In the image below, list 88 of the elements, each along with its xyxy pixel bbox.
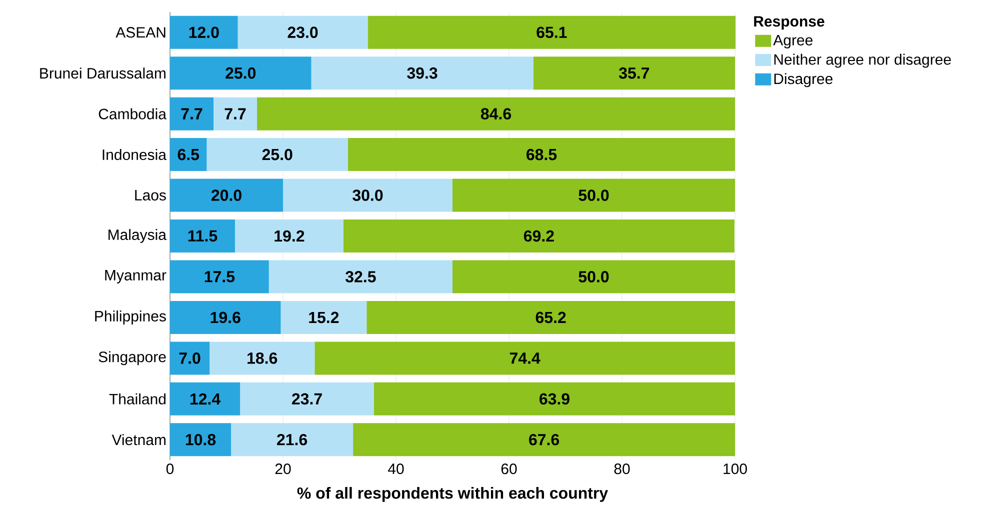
data-label: 23.7 (292, 393, 322, 405)
data-label: 63.9 (540, 393, 570, 405)
bar (452, 178, 736, 212)
y-tick-label: Thailand (109, 393, 166, 404)
data-label: 12.0 (189, 26, 219, 38)
bar (240, 382, 374, 416)
x-tick-label: 20 (275, 464, 291, 474)
bar (170, 178, 284, 212)
data-label: 17.5 (204, 271, 235, 282)
bar (311, 56, 534, 90)
bar (170, 16, 238, 49)
data-label: 19.2 (274, 230, 304, 242)
data-label: 84.6 (480, 108, 512, 120)
data-label: 35.7 (618, 67, 650, 79)
x-tick-label: 100 (724, 464, 747, 474)
bar (268, 260, 453, 294)
data-label: 68.5 (526, 148, 557, 160)
x-tick-label: 40 (388, 464, 404, 474)
bar (238, 16, 368, 49)
y-tick-label: Cambodia (98, 108, 166, 120)
y-tick-label: Brunei Darussalam (40, 68, 166, 79)
data-label: 11.5 (188, 230, 218, 242)
data-label: 18.6 (248, 352, 278, 364)
bar (170, 300, 281, 334)
data-label: 7.0 (179, 352, 200, 364)
y-tick-label: Philippines (95, 310, 166, 324)
data-label: 50.0 (578, 190, 609, 201)
data-label: 39.3 (407, 67, 438, 79)
legend-title: Response (754, 16, 824, 30)
y-tick-label: Laos (135, 190, 166, 201)
y-tick-label: Indonesia (102, 149, 166, 160)
data-label: 15.2 (309, 312, 339, 324)
bar (170, 56, 312, 90)
bar (353, 423, 736, 456)
bar (170, 260, 269, 294)
data-label: 69.2 (524, 230, 554, 242)
bar (257, 97, 736, 130)
data-label: 30.0 (352, 190, 383, 201)
data-label: 21.6 (277, 434, 308, 446)
bar (210, 342, 315, 375)
data-label: 20.0 (211, 190, 242, 201)
data-label: 19.6 (210, 312, 240, 324)
bar (452, 260, 736, 294)
data-label: 7.7 (224, 108, 246, 120)
data-label: 74.4 (510, 352, 540, 364)
data-label: 6.5 (178, 148, 200, 160)
data-label: 12.4 (190, 393, 221, 404)
x-axis-title: % of all respondents within each country (297, 486, 608, 502)
data-label: 25.0 (262, 148, 292, 160)
bar (314, 342, 736, 375)
bar (283, 178, 453, 212)
y-tick-label: Myanmar (105, 270, 166, 284)
bar (206, 138, 348, 172)
data-label: 67.6 (529, 434, 560, 446)
y-tick-label: Malaysia (108, 229, 166, 243)
x-tick-label: 60 (501, 464, 517, 474)
x-tick-label: 80 (614, 464, 630, 474)
bar (533, 56, 736, 90)
data-label: 50.0 (578, 271, 609, 282)
bar (170, 342, 210, 375)
data-label: 65.2 (536, 312, 566, 324)
bar (170, 220, 235, 253)
bar (170, 382, 240, 416)
bar (170, 138, 207, 172)
data-label: 10.8 (186, 434, 216, 446)
legend-label: Agree (773, 34, 812, 48)
bar (374, 382, 736, 416)
bar (343, 220, 734, 253)
y-tick-label: ASEAN (116, 27, 166, 38)
legend-label: Neither agree nor disagree (774, 54, 951, 68)
bar (170, 97, 214, 130)
bar (366, 300, 736, 334)
x-tick-label: 0 (166, 464, 174, 474)
data-label: 25.0 (226, 67, 256, 79)
bar (368, 16, 736, 49)
y-tick-label: Singapore (98, 351, 166, 366)
bar (214, 97, 258, 130)
bar (231, 423, 354, 456)
bar (234, 220, 344, 253)
bar (348, 138, 736, 172)
data-label: 7.7 (181, 108, 202, 120)
data-label: 23.0 (288, 26, 318, 38)
data-label: 65.1 (536, 26, 567, 38)
bar (280, 300, 367, 334)
legend-label: Disagree (774, 73, 832, 88)
data-label: 32.5 (345, 271, 376, 282)
bar (170, 423, 232, 456)
y-tick-label: Vietnam (112, 434, 166, 446)
